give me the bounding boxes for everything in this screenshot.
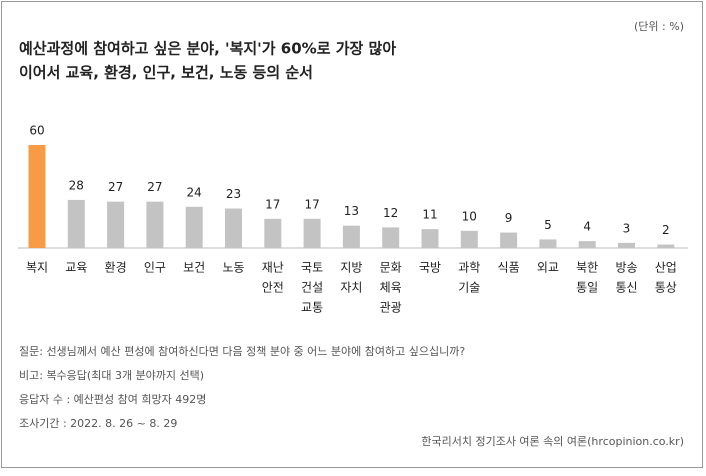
- value-label: 4: [583, 220, 591, 234]
- x-tick-label: 인구: [144, 261, 166, 275]
- x-tick-label: 관광: [380, 301, 402, 315]
- x-tick-label: 교통: [301, 301, 323, 315]
- value-label: 60: [29, 124, 44, 138]
- value-label: 17: [304, 197, 319, 211]
- bar: [657, 244, 675, 248]
- x-tick-label: 체육: [380, 281, 402, 295]
- x-tick-label: 북한: [576, 261, 598, 275]
- bar: [460, 230, 478, 248]
- bar: [342, 225, 360, 248]
- bar: [225, 208, 242, 248]
- x-tick-label: 재난: [262, 261, 284, 275]
- bar: [107, 201, 125, 248]
- value-label: 13: [344, 204, 359, 218]
- x-tick-label: 방송: [615, 261, 637, 275]
- x-tick-label: 안전: [262, 281, 284, 295]
- bar: [67, 199, 85, 248]
- x-tick-label: 교육: [65, 261, 87, 275]
- value-label: 17: [265, 197, 280, 211]
- x-tick-label: 자치: [340, 281, 362, 295]
- x-tick-label: 과학: [458, 261, 480, 275]
- bar: [618, 242, 635, 248]
- value-label: 24: [187, 185, 202, 199]
- x-tick-label: 보건: [183, 261, 205, 275]
- value-label: 11: [422, 208, 437, 222]
- x-tick-label: 문화: [380, 261, 402, 275]
- x-tick-label: 노동: [222, 261, 244, 275]
- value-label: 3: [623, 221, 631, 235]
- note: 질문: 선생님께서 예산 편성에 참여하신다면 다음 정책 분야 중 어느 분야…: [19, 344, 465, 358]
- x-tick-label: 산업: [655, 261, 677, 275]
- value-label: 5: [544, 218, 552, 232]
- value-label: 9: [505, 211, 513, 225]
- bar: [303, 218, 321, 248]
- x-tick-label: 환경: [105, 261, 127, 275]
- source: 한국리서치 정기조사 여론 속의 여론(hrcopinion.co.kr): [421, 435, 684, 448]
- x-tick-label: 국토: [301, 261, 323, 275]
- bar: [28, 145, 46, 248]
- x-tick-label: 지방: [340, 261, 362, 275]
- x-tick-label: 복지: [26, 261, 48, 275]
- x-tick-label: 통신: [615, 281, 637, 295]
- note: 조사기간 : 2022. 8. 26 ~ 8. 29: [19, 417, 177, 430]
- x-tick-label: 외교: [537, 261, 559, 275]
- x-tick-label: 통일: [576, 281, 598, 295]
- bar: [264, 218, 282, 248]
- title-line: 이어서 교육, 환경, 인구, 보건, 노동 등의 순서: [19, 64, 313, 82]
- bar: [539, 239, 557, 248]
- x-tick-label: 국방: [419, 261, 441, 275]
- value-label: 27: [147, 180, 162, 194]
- value-label: 2: [662, 223, 670, 237]
- value-label: 27: [108, 180, 123, 194]
- value-label: 28: [69, 178, 84, 192]
- value-label: 12: [383, 206, 398, 220]
- x-tick-label: 건설: [301, 281, 323, 295]
- bar: [421, 229, 439, 248]
- note: 비고: 복수응답(최대 3개 분야까지 선택): [19, 369, 204, 382]
- value-label: 23: [226, 187, 241, 201]
- bar: [146, 201, 164, 248]
- x-tick-label: 기술: [458, 281, 480, 295]
- x-tick-label: 통상: [655, 281, 677, 295]
- x-tick-label: 식품: [498, 261, 520, 275]
- bar: [500, 232, 518, 248]
- title-line: 예산과정에 참여하고 싶은 분야, '복지'가 60%로 가장 많아: [19, 40, 396, 58]
- bar: [185, 206, 203, 248]
- bar: [382, 227, 400, 248]
- note: 응답자 수 : 예산편성 참여 희망자 492명: [19, 393, 206, 406]
- value-label: 10: [462, 209, 477, 223]
- bar: [578, 241, 596, 248]
- unit: (단위 : %): [634, 20, 684, 33]
